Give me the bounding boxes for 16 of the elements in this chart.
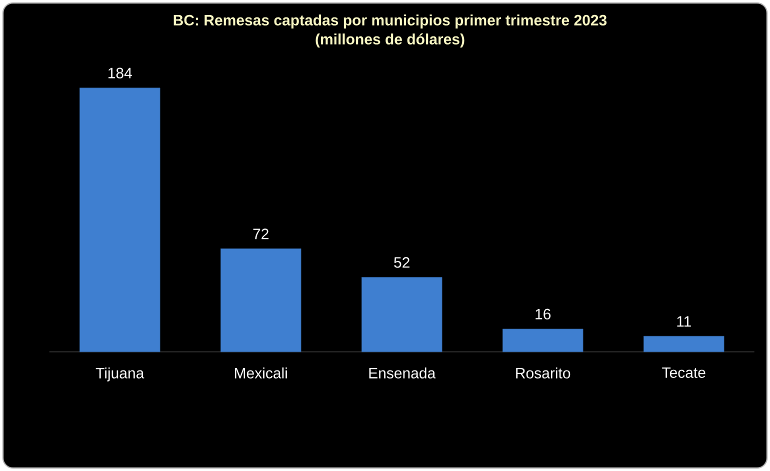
data-label: 72 [253, 228, 268, 240]
bar [79, 88, 160, 352]
x-tick-label: Tecate [662, 367, 706, 378]
x-tick-label: Tijuana [96, 367, 144, 382]
bar [361, 277, 442, 352]
x-tick-label: Ensenada [369, 367, 436, 378]
x-tick-label: Rosarito [516, 367, 570, 378]
x-tick-label: Mexicali [234, 367, 287, 378]
data-label: 184 [108, 68, 132, 78]
bar [220, 248, 302, 352]
bar [643, 336, 724, 352]
bar [502, 328, 584, 352]
data-label: 16 [536, 308, 551, 320]
data-label: 11 [677, 316, 691, 327]
chart-title: BC: Remesas captadas por municipios primer trimestre 2023 (millones de dólares) [174, 14, 607, 48]
data-label: 52 [394, 257, 410, 268]
